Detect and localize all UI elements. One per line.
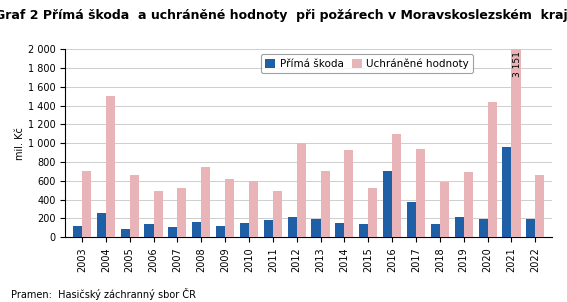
- Bar: [407, 202, 416, 237]
- Bar: [392, 134, 401, 237]
- Bar: [192, 222, 201, 237]
- Bar: [168, 227, 177, 237]
- Bar: [369, 188, 378, 237]
- Bar: [431, 224, 440, 237]
- Bar: [273, 191, 282, 237]
- Bar: [526, 220, 535, 237]
- Text: 3 151: 3 151: [513, 51, 522, 77]
- Bar: [455, 217, 464, 237]
- Bar: [145, 224, 154, 237]
- Bar: [344, 150, 353, 237]
- Bar: [416, 149, 425, 237]
- Bar: [97, 213, 106, 237]
- Bar: [502, 146, 511, 237]
- Bar: [154, 191, 163, 237]
- Bar: [297, 143, 306, 237]
- Bar: [287, 217, 297, 237]
- Bar: [320, 172, 329, 237]
- Text: Graf 2 Přímá škoda  a uchráněné hodnoty  při požárech v Moravskoslezském  kraji: Graf 2 Přímá škoda a uchráněné hodnoty p…: [0, 9, 567, 22]
- Bar: [464, 172, 473, 237]
- Bar: [216, 226, 225, 237]
- Bar: [225, 179, 234, 237]
- Bar: [335, 223, 344, 237]
- Bar: [73, 226, 82, 237]
- Bar: [177, 188, 187, 237]
- Bar: [201, 167, 210, 237]
- Bar: [240, 223, 249, 237]
- Bar: [383, 171, 392, 237]
- Bar: [264, 220, 273, 237]
- Bar: [479, 220, 488, 237]
- Legend: Přímá škoda, Uchráněné hodnoty: Přímá škoda, Uchráněné hodnoty: [261, 54, 473, 73]
- Bar: [359, 224, 369, 237]
- Y-axis label: mil. Kč: mil. Kč: [15, 127, 25, 160]
- Bar: [121, 229, 130, 237]
- Bar: [535, 175, 544, 237]
- Text: Pramen:  Hasičský záchranný sbor ČR: Pramen: Hasičský záchranný sbor ČR: [11, 288, 196, 300]
- Bar: [488, 102, 497, 237]
- Bar: [440, 182, 449, 237]
- Bar: [511, 49, 521, 237]
- Bar: [82, 172, 91, 237]
- Bar: [249, 181, 258, 237]
- Bar: [106, 96, 115, 237]
- Bar: [130, 175, 139, 237]
- Bar: [311, 220, 320, 237]
